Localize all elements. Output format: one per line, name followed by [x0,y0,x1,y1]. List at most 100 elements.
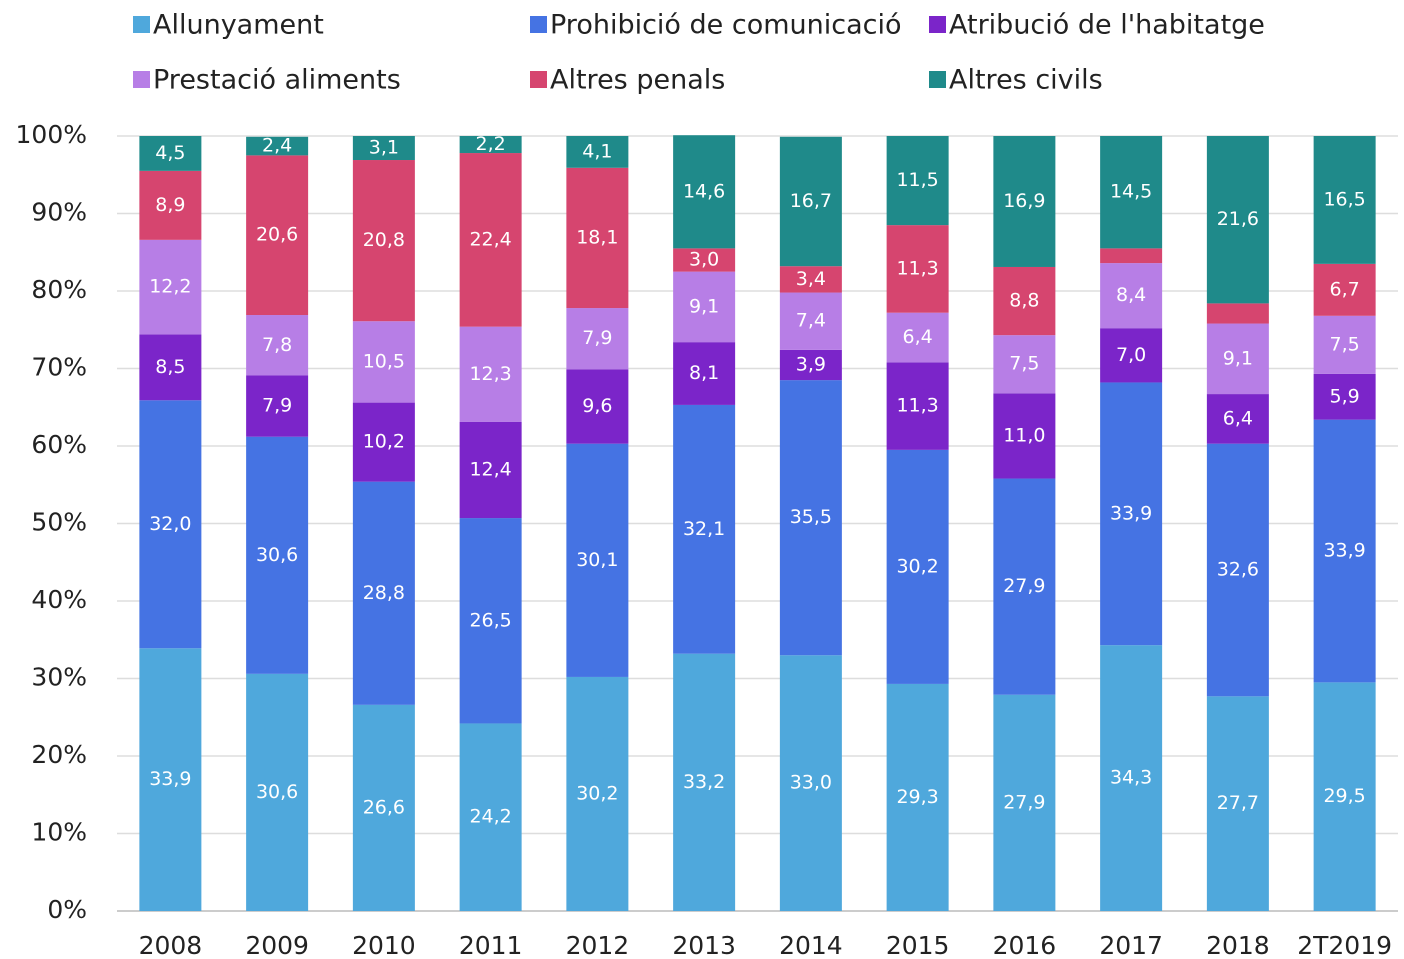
bar-segment [1206,443,1269,697]
y-tick-label: 0% [47,895,87,924]
data-label: 26,5 [469,609,511,631]
bar-segment [246,673,309,911]
data-label: 22,4 [469,228,511,250]
x-tick-label: 2013 [672,931,736,959]
data-label: 16,9 [1003,190,1045,212]
data-label: 33,9 [1323,540,1365,562]
bar-segment [779,266,842,293]
y-tick-label: 50% [31,508,87,537]
data-label: 9,6 [582,395,612,417]
data-label: 7,4 [796,310,826,332]
data-label: 3,1 [369,137,399,159]
bar-segment [993,335,1056,394]
y-tick-label: 100% [16,120,87,149]
bar-segment [1313,263,1376,316]
data-label: 12,4 [469,459,511,481]
data-label: 7,0 [1116,344,1146,366]
legend-label: Prestació aliments [153,65,401,96]
bar-segment [886,449,949,684]
data-label: 34,3 [1110,767,1152,789]
data-label: 21,6 [1217,208,1259,230]
data-label: 8,4 [1116,284,1146,306]
legend-label: Allunyament [153,10,324,41]
bar-segment [1313,373,1376,420]
data-label: 6,7 [1330,278,1360,300]
bar-segment [886,362,949,450]
data-label: 30,2 [896,555,938,577]
y-tick-label: 60% [31,430,87,459]
bar-segment [779,655,842,911]
bar-segment [673,271,736,343]
bar-segment [1100,645,1163,911]
bar-segment [352,136,415,161]
data-label: 30,6 [256,781,298,803]
bar-segment [886,136,949,226]
x-tick-label: 2014 [779,931,843,959]
data-label: 12,3 [469,363,511,385]
bar-segment [139,400,202,649]
data-label: 20,6 [256,224,298,246]
legend-label: Altres civils [949,65,1103,96]
data-label: 35,5 [790,506,832,528]
bar-segment [1206,696,1269,911]
data-label: 27,9 [1003,575,1045,597]
bar-segment [993,694,1056,911]
bar-segment [673,135,736,249]
data-label: 8,8 [1009,290,1039,312]
data-label: 28,8 [363,582,405,604]
bar-segment [1206,394,1269,444]
data-label: 2,2 [476,133,506,155]
data-label: 32,1 [683,518,725,540]
legend-swatch [929,16,946,33]
y-tick-label: 90% [31,198,87,227]
x-tick-label: 2015 [886,931,950,959]
bar-segment [1100,263,1163,329]
y-tick-label: 20% [31,740,87,769]
bar-segment [1313,419,1376,683]
data-label: 7,5 [1009,353,1039,375]
bar-segment [886,683,949,911]
bar-segment [1100,136,1163,249]
y-tick-label: 30% [31,663,87,692]
data-label: 29,5 [1323,785,1365,807]
x-tick-label: 2010 [352,931,416,959]
data-label: 30,6 [256,544,298,566]
bar-segment [139,170,202,240]
bar-segment [1313,682,1376,911]
bar-segment [673,653,736,911]
bar-segment [886,312,949,363]
data-label: 33,9 [1110,502,1152,524]
data-label: 5,9 [1330,385,1360,407]
data-label: 11,3 [896,257,938,279]
bar-segment [1206,323,1269,395]
bar-segment [993,393,1056,479]
data-label: 9,1 [1223,347,1253,369]
bar-segment [1100,382,1163,646]
bar-segment [1100,248,1163,264]
data-label: 3,4 [796,268,826,290]
x-tick-label: 2018 [1206,931,1270,959]
data-label: 6,4 [903,326,933,348]
bar-segment [246,315,309,376]
x-tick-label: 2009 [245,931,309,959]
bar-segment [459,518,522,724]
data-label: 3,0 [689,249,719,271]
x-tick-label: 2T2019 [1297,931,1392,959]
bar-segment [246,136,309,156]
legend-label: Atribució de l'habitatge [949,10,1265,41]
data-label: 10,2 [363,431,405,453]
bar-segment [1100,328,1163,383]
data-label: 7,9 [262,395,292,417]
bar-segment [1313,136,1376,264]
data-label: 14,5 [1110,181,1152,203]
data-label: 10,5 [363,350,405,372]
legend-swatch [530,16,547,33]
data-label: 20,8 [363,229,405,251]
data-label: 7,5 [1330,333,1360,355]
legend-label: Prohibició de comunicació [550,10,902,41]
data-label: 29,3 [896,786,938,808]
x-tick-label: 2016 [993,931,1057,959]
x-tick-label: 2012 [566,931,630,959]
bar-segment [993,478,1056,695]
